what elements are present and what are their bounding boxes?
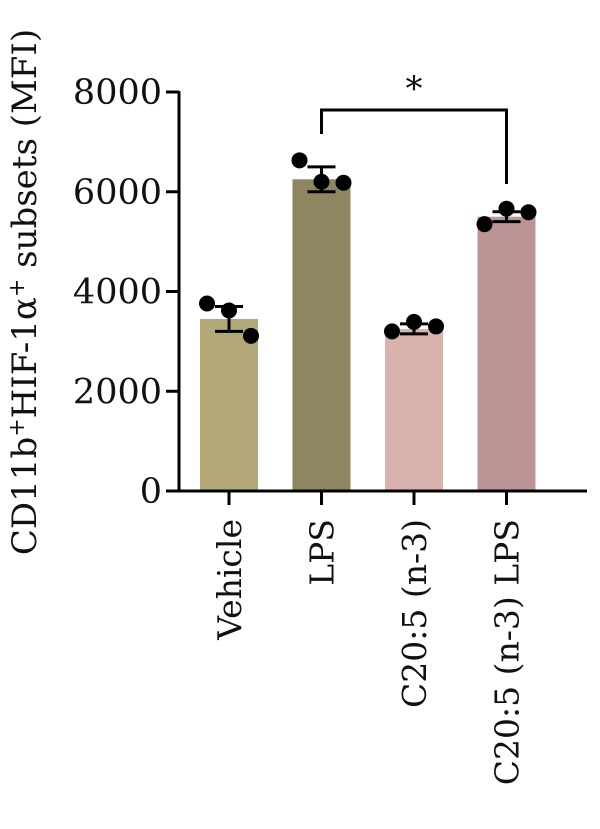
y-tick-label: 4000 <box>73 273 162 313</box>
data-point <box>384 323 400 340</box>
y-axis-label: CD11b+HIF-1α+ subsets (MFI) <box>5 29 46 555</box>
data-point <box>291 152 308 169</box>
data-point <box>476 216 493 233</box>
data-point <box>243 327 259 344</box>
significance-label: * <box>406 69 423 109</box>
x-tick-label: LPS <box>303 519 342 586</box>
x-tick-label: C20:5 (n-3) <box>395 519 434 708</box>
y-tick-label: 8000 <box>73 73 162 113</box>
data-point <box>221 302 237 319</box>
x-tick-label: Vehicle <box>210 519 249 641</box>
bar <box>292 179 351 491</box>
bar <box>477 216 536 491</box>
y-tick-label: 0 <box>140 472 162 512</box>
bar <box>200 318 258 491</box>
data-point <box>406 313 422 330</box>
plot-area: 0 2000 4000 6000 8000 Vehicle LPS C20:5 (n-3) C2… <box>73 69 587 785</box>
data-point <box>498 200 515 217</box>
significance-bracket <box>320 108 508 184</box>
bar <box>385 328 443 491</box>
data-point <box>520 204 537 221</box>
x-tick-label: C20:5 (n-3) LPS <box>488 519 527 785</box>
y-tick-label: 2000 <box>73 372 162 412</box>
data-point <box>313 173 330 190</box>
data-point <box>335 174 352 191</box>
data-point <box>199 295 215 312</box>
y-tick-label: 6000 <box>73 173 162 213</box>
data-point <box>428 318 444 335</box>
